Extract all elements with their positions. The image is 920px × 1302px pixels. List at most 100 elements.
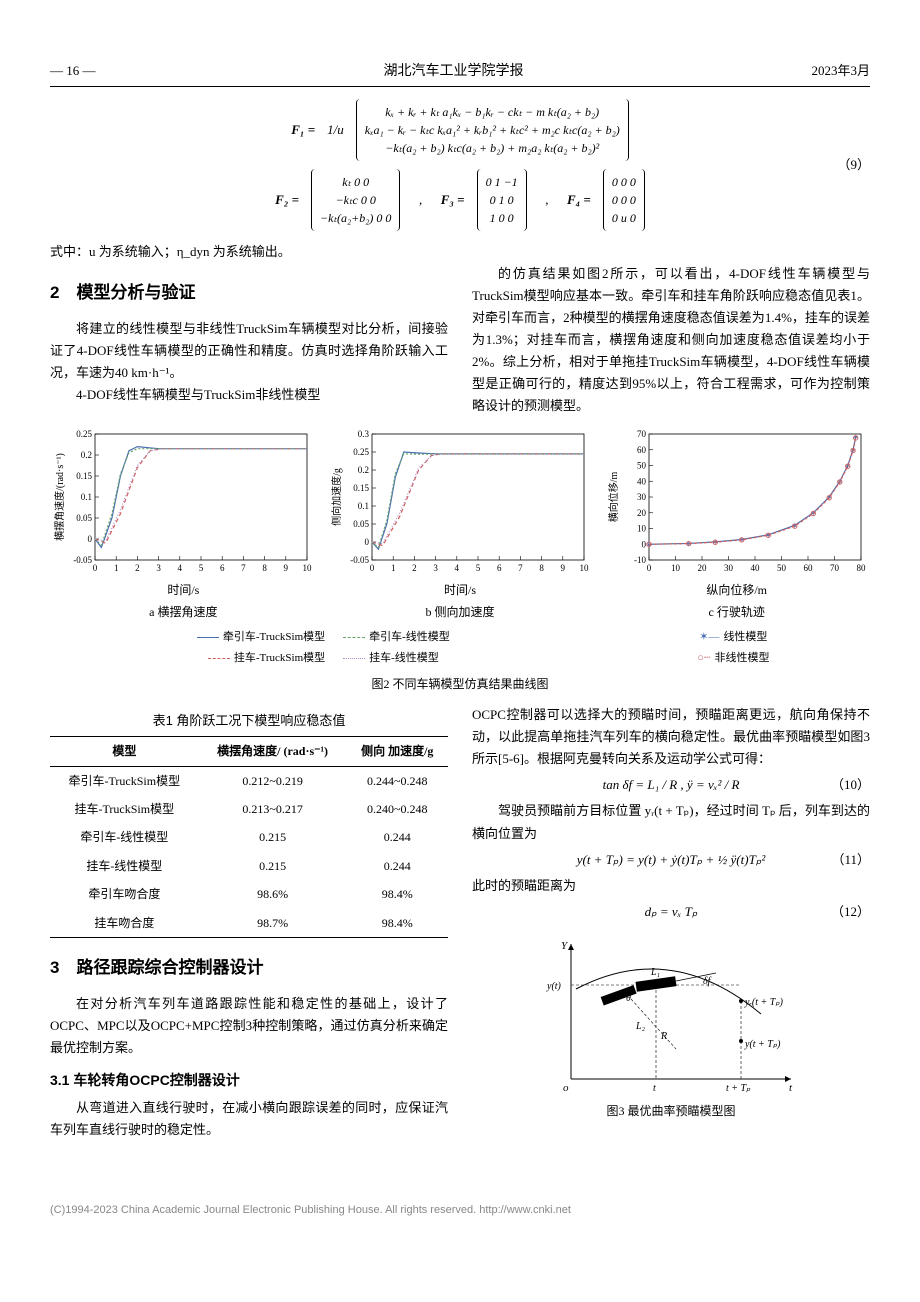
section-3.1-title: 3.1 车轮转角OCPC控制器设计 [50, 1069, 448, 1093]
svg-text:横摆角速度/(rad·s⁻¹): 横摆角速度/(rad·s⁻¹) [53, 453, 66, 541]
svg-text:L₂: L₂ [635, 1021, 646, 1032]
legend-item: 线性模型 [723, 628, 767, 647]
svg-text:o: o [563, 1082, 569, 1094]
matrix-F3: 0 1 −1 0 1 0 1 0 0 [477, 169, 527, 231]
svg-text:70: 70 [830, 563, 840, 573]
legend-item: 牵引车-TruckSim模型 [223, 628, 325, 647]
svg-text:横向位移/m: 横向位移/m [607, 471, 620, 522]
legend-item: 挂车-线性模型 [369, 649, 439, 668]
table-row: 牵引车-TruckSim模型0.212~0.2190.244~0.248 [50, 766, 448, 795]
table-row: 牵引车吻合度98.6%98.4% [50, 880, 448, 908]
svg-text:t + Tₚ: t + Tₚ [726, 1083, 751, 1094]
svg-text:30: 30 [637, 492, 647, 502]
svg-text:yᵣ(t + Tₚ): yᵣ(t + Tₚ) [744, 997, 784, 1008]
svg-text:1: 1 [114, 563, 119, 573]
table-col: 模型 [50, 737, 199, 766]
eq-F2-label: F₂ = [275, 189, 299, 211]
table-col: 侧向 加速度/g [347, 737, 448, 766]
svg-text:7: 7 [518, 563, 523, 573]
svg-text:0.1: 0.1 [81, 492, 92, 502]
page-header: — 16 — 湖北汽车工业学院学报 2023年3月 [50, 60, 870, 87]
svg-text:50: 50 [637, 460, 647, 470]
legend-item: 牵引车-线性模型 [369, 628, 450, 647]
figure-3-caption: 图3 最优曲率预瞄模型图 [606, 1101, 735, 1121]
svg-text:6: 6 [497, 563, 502, 573]
svg-text:20: 20 [697, 563, 707, 573]
equation-10: tan δf = L₁ / R , ÿ = vₓ² / R （10） [472, 774, 870, 796]
chart-b-sub: b 侧向加速度 [426, 602, 495, 622]
chart-a-xlabel: 时间/s [167, 580, 199, 600]
issue-date: 2023年3月 [811, 60, 870, 82]
svg-text:60: 60 [637, 444, 647, 454]
chart-a-yaw-rate: 012345678910-0.0500.050.10.150.20.25横摆角速… [53, 428, 313, 578]
svg-text:y(t): y(t) [546, 981, 562, 992]
table-1: 模型 横摆角速度/ (rad·s⁻¹) 侧向 加速度/g 牵引车-TruckSi… [50, 736, 448, 938]
svg-text:0.15: 0.15 [353, 483, 369, 493]
svg-text:-10: -10 [634, 555, 646, 565]
sec3-p1: 在对分析汽车列车道路跟踪性能和稳定性的基础上，设计了OCPC、MPC以及OCPC… [50, 993, 448, 1059]
page-number: — 16 — [50, 60, 96, 82]
figure-3-diagram: Yoty(t)δfL₁θL₂Rtt + Tₚyᵣ(t + Tₚ)y(t + Tₚ… [541, 929, 801, 1099]
equation-12: dₚ = vₓ Tₚ （12） [472, 901, 870, 923]
svg-text:10: 10 [580, 563, 590, 573]
section-2-title: 2 模型分析与验证 [50, 279, 448, 308]
sec3-p2: 从弯道进入直线行驶时，在减小横向跟踪误差的同时，应保证汽车列车直线行驶时的稳定性… [50, 1097, 448, 1141]
section-3-title: 3 路径跟踪综合控制器设计 [50, 954, 448, 983]
svg-text:10: 10 [671, 563, 681, 573]
eq-note: 式中：u 为系统输入；η_dyn 为系统输出。 [50, 241, 870, 263]
svg-text:Y: Y [561, 940, 569, 952]
svg-text:0.2: 0.2 [81, 450, 92, 460]
matrix-F4: 0 0 0 0 0 0 0 u 0 [603, 169, 645, 231]
sec2-p1: 将建立的线性模型与非线性TruckSim车辆模型对比分析，间接验证了4-DOF线… [50, 318, 448, 384]
table-col: 横摆角速度/ (rad·s⁻¹) [199, 737, 347, 766]
svg-text:2: 2 [135, 563, 140, 573]
svg-text:80: 80 [856, 563, 866, 573]
chart-c-sub: c 行驶轨迹 [709, 602, 765, 622]
figure-3: Yoty(t)δfL₁θL₂Rtt + Tₚyᵣ(t + Tₚ)y(t + Tₚ… [472, 929, 870, 1131]
figure-2-caption: 图2 不同车辆模型仿真结果曲线图 [50, 674, 870, 694]
svg-text:9: 9 [561, 563, 566, 573]
svg-text:0.05: 0.05 [77, 513, 93, 523]
svg-text:0.25: 0.25 [353, 447, 369, 457]
eq-F1-prefix: 1/u [327, 119, 344, 141]
svg-text:0.3: 0.3 [358, 429, 370, 439]
svg-text:0.1: 0.1 [358, 501, 369, 511]
svg-text:0: 0 [88, 534, 93, 544]
eq-F1-label: F₁ = [291, 119, 315, 141]
svg-text:0.05: 0.05 [353, 519, 369, 529]
svg-text:3: 3 [157, 563, 162, 573]
svg-text:0: 0 [370, 563, 375, 573]
legend-item: 挂车-TruckSim模型 [234, 649, 325, 668]
svg-text:0.25: 0.25 [77, 429, 93, 439]
svg-text:8: 8 [539, 563, 544, 573]
svg-text:7: 7 [241, 563, 246, 573]
svg-text:0.15: 0.15 [77, 471, 93, 481]
legend-ab-row1: 牵引车-TruckSim模型 牵引车-线性模型 [50, 628, 597, 647]
matrix-F2: kₜ 0 0 −kₜc 0 0 −kₜ(a₂+b₂) 0 0 [311, 169, 400, 231]
equation-11: y(t + Tₚ) = y(t) + ẏ(t)Tₚ + ½ ÿ(t)Tₚ² （1… [472, 849, 870, 871]
svg-text:0.2: 0.2 [358, 465, 369, 475]
chart-a-sub: a 横摆角速度 [149, 602, 217, 622]
chart-b-lateral-accel: 012345678910-0.0500.050.10.150.20.250.3侧… [330, 428, 590, 578]
svg-text:10: 10 [637, 523, 647, 533]
svg-text:2: 2 [412, 563, 417, 573]
svg-text:70: 70 [637, 429, 647, 439]
copyright-footer: (C)1994-2023 China Academic Journal Elec… [50, 1201, 870, 1220]
svg-text:40: 40 [637, 476, 647, 486]
svg-text:5: 5 [199, 563, 204, 573]
svg-text:θ: θ [626, 993, 631, 1004]
svg-text:4: 4 [455, 563, 460, 573]
svg-text:0: 0 [365, 537, 370, 547]
svg-text:t: t [653, 1083, 656, 1094]
legend-ab-row2: 挂车-TruckSim模型 挂车-线性模型 [50, 649, 597, 668]
svg-text:y(t + Tₚ): y(t + Tₚ) [744, 1039, 781, 1050]
figure-2: 012345678910-0.0500.050.10.150.20.25横摆角速… [50, 428, 870, 623]
eq-F4-label: F₄ = [567, 189, 591, 211]
svg-text:1: 1 [391, 563, 396, 573]
matrix-F1: kₓ + kᵣ + kₜ a₁kₓ − b₁kᵣ − ckₜ − m kₜ(a₂… [356, 99, 629, 161]
sec3-p5: 此时的预瞄距离为 [472, 875, 870, 897]
svg-text:0: 0 [646, 563, 651, 573]
legend-c: ✶—线性模型 [597, 628, 870, 647]
svg-text:t: t [789, 1082, 793, 1094]
sec2-p2: 4-DOF线性车辆模型与TruckSim非线性模型 [50, 384, 448, 406]
